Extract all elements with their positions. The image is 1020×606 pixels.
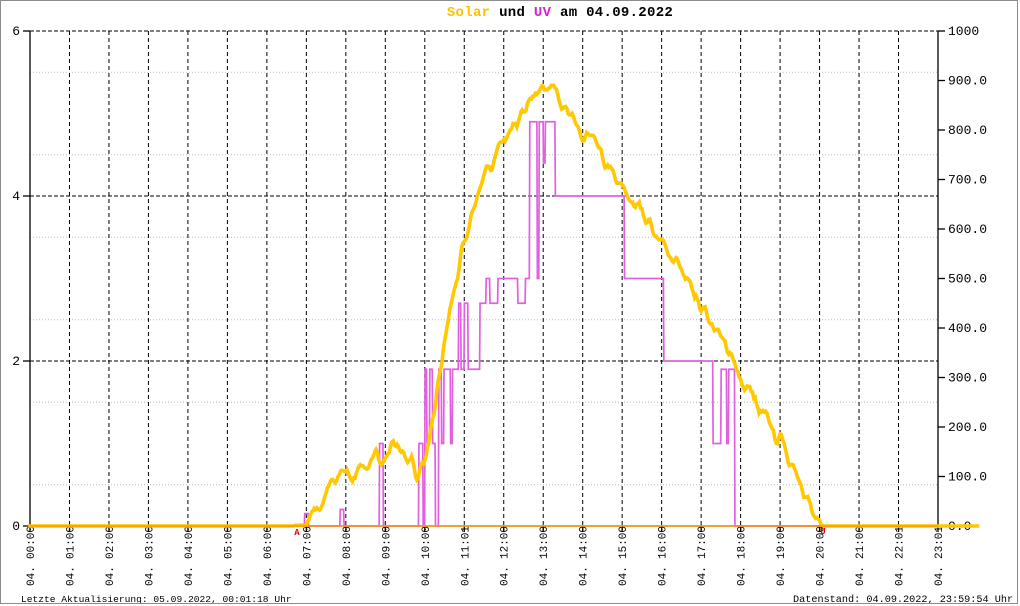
svg-text:Solar und UV am 04.09.2022: Solar und UV am 04.09.2022 [447,5,673,21]
svg-text:04.: 04. [381,566,393,586]
svg-text:2: 2 [12,354,20,369]
svg-text:02:00: 02:00 [105,526,117,559]
svg-text:4: 4 [12,189,20,204]
svg-text:04.: 04. [737,566,749,586]
svg-text:07:00: 07:00 [302,526,314,559]
svg-text:04.: 04. [421,566,433,586]
svg-text:04.: 04. [658,566,670,586]
svg-text:05:00: 05:00 [223,526,235,559]
svg-text:04:00: 04:00 [184,526,196,559]
svg-text:04.: 04. [26,566,38,586]
svg-text:08:00: 08:00 [342,526,354,559]
svg-text:11:01: 11:01 [460,526,472,559]
svg-text:Letzte Aktualisierung: 05.09.2: Letzte Aktualisierung: 05.09.2022, 00:01… [21,594,292,604]
svg-text:00:00: 00:00 [26,526,38,559]
svg-text:04.: 04. [302,566,314,586]
svg-text:04.: 04. [342,566,354,586]
svg-text:04.: 04. [934,566,946,586]
svg-text:900.0: 900.0 [948,74,987,89]
svg-text:22:01: 22:01 [895,526,907,559]
svg-text:16:00: 16:00 [658,526,670,559]
svg-text:04.: 04. [184,566,196,586]
svg-text:15:00: 15:00 [618,526,630,559]
svg-text:03:00: 03:00 [144,526,156,559]
svg-text:0: 0 [12,519,20,534]
svg-text:500.0: 500.0 [948,272,987,287]
svg-text:10:00: 10:00 [421,526,433,559]
svg-text:200.0: 200.0 [948,420,987,435]
svg-text:04.: 04. [460,566,472,586]
svg-text:04.: 04. [816,566,828,586]
svg-text:04.: 04. [895,566,907,586]
svg-text:04.: 04. [579,566,591,586]
svg-text:18:00: 18:00 [737,526,749,559]
svg-text:A: A [294,528,300,538]
svg-text:400.0: 400.0 [948,321,987,336]
svg-text:04.: 04. [776,566,788,586]
svg-text:6: 6 [12,24,20,39]
svg-text:100.0: 100.0 [948,470,987,485]
svg-text:14:00: 14:00 [579,526,591,559]
svg-text:21:00: 21:00 [855,526,867,559]
svg-text:04.: 04. [223,566,235,586]
svg-text:600.0: 600.0 [948,222,987,237]
svg-text:04.: 04. [855,566,867,586]
svg-text:1000: 1000 [948,24,979,39]
svg-text:09:00: 09:00 [381,526,393,559]
svg-text:17:00: 17:00 [697,526,709,559]
svg-text:300.0: 300.0 [948,371,987,386]
svg-text:04.: 04. [105,566,117,586]
svg-text:04.: 04. [65,566,77,586]
svg-text:Datenstand: 04.09.2022, 23:59:: Datenstand: 04.09.2022, 23:59:54 Uhr [793,594,1013,604]
svg-text:04.: 04. [539,566,551,586]
svg-text:12:00: 12:00 [500,526,512,559]
svg-text:04.: 04. [697,566,709,586]
svg-text:04.: 04. [618,566,630,586]
svg-text:13:00: 13:00 [539,526,551,559]
svg-text:04.: 04. [263,566,275,586]
svg-text:U: U [820,527,825,537]
svg-text:04.: 04. [144,566,156,586]
svg-text:700.0: 700.0 [948,173,987,188]
svg-text:04.: 04. [500,566,512,586]
svg-text:06:00: 06:00 [263,526,275,559]
svg-text:01:00: 01:00 [65,526,77,559]
svg-text:19:00: 19:00 [776,526,788,559]
svg-text:23:01: 23:01 [934,526,946,559]
svg-text:800.0: 800.0 [948,123,987,138]
